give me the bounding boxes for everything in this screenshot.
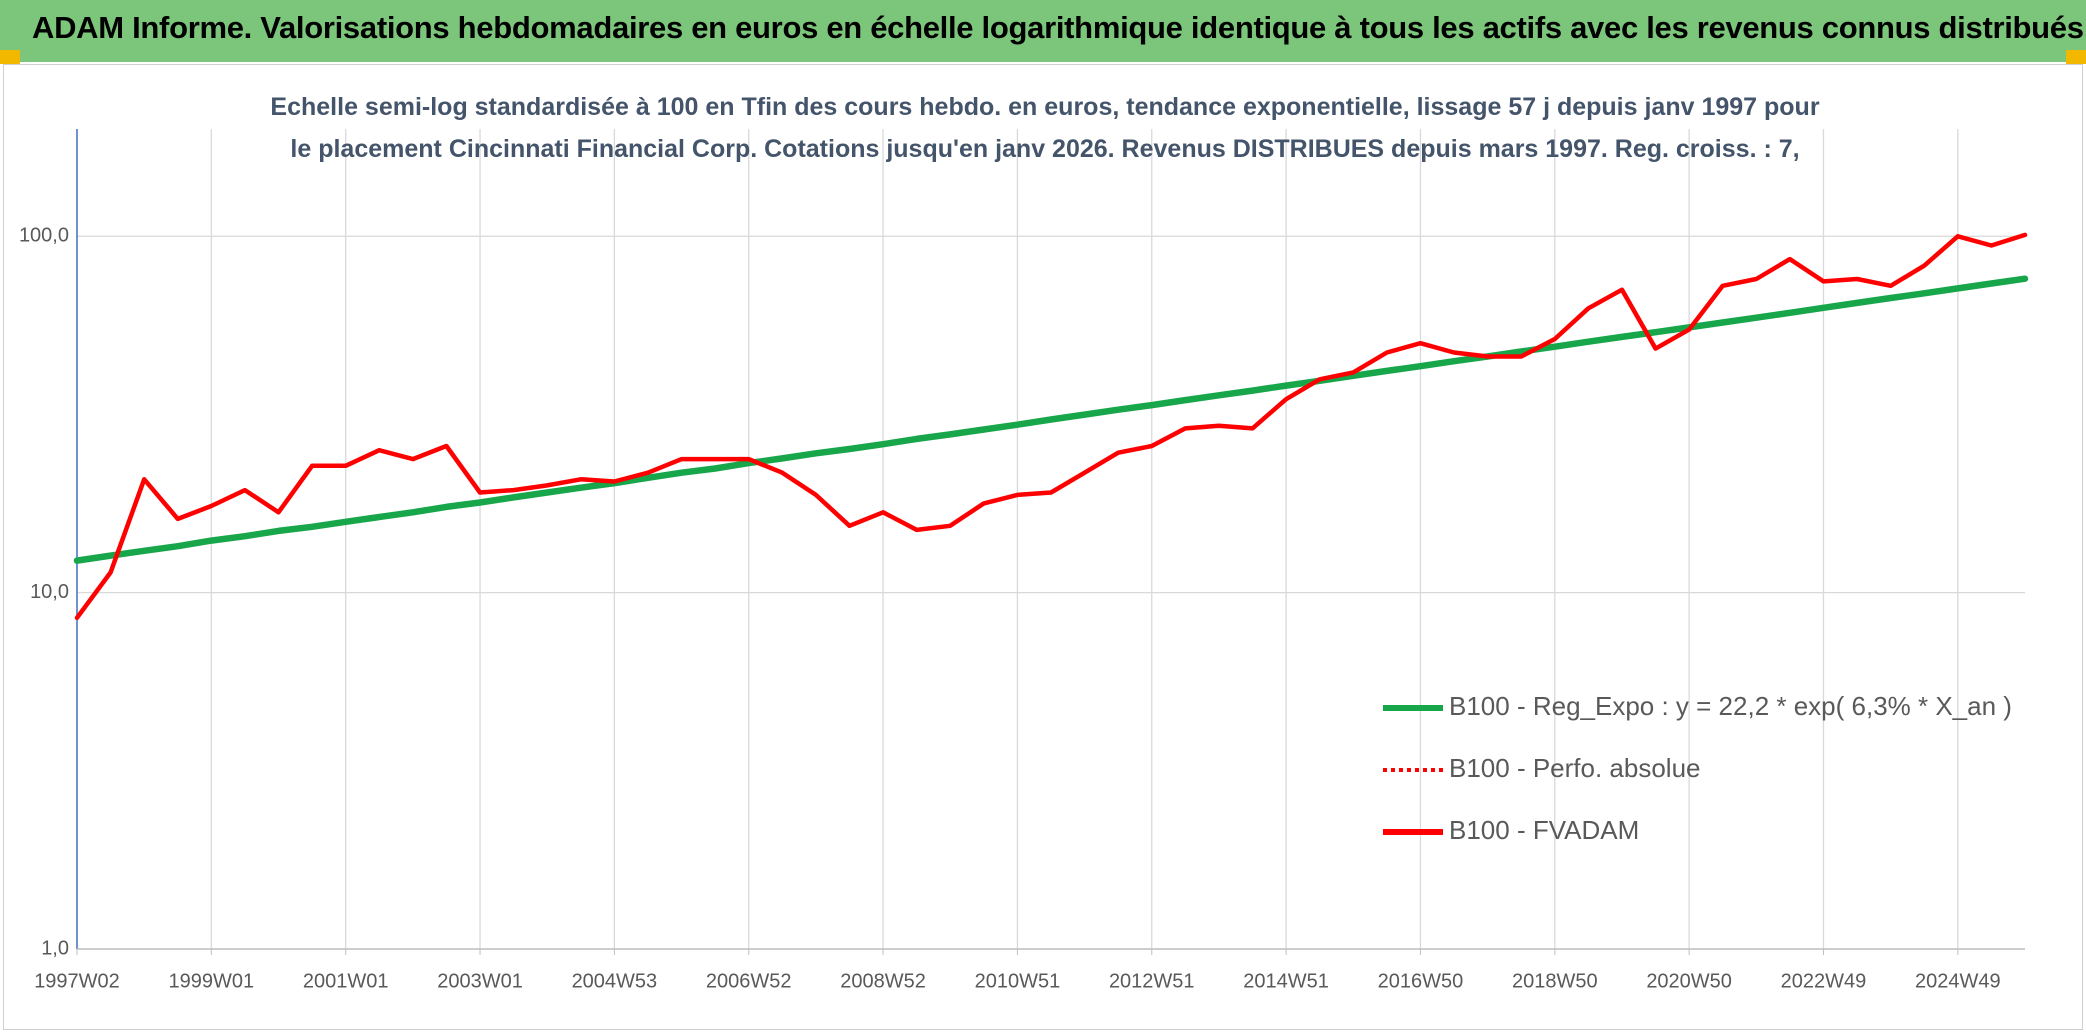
x-tick-label: 2018W50 [1512, 970, 1598, 992]
header-bar: ADAM Informe. Valorisations hebdomadaire… [0, 0, 2086, 62]
x-tick-label: 2014W51 [1243, 970, 1329, 992]
y-tick-label: 1,0 [41, 937, 69, 959]
series-line [73, 275, 2029, 564]
x-tick-label: 2008W52 [840, 970, 926, 992]
corner-mark [0, 50, 20, 64]
chart-subtitle: Echelle semi-log standardisée à 100 en T… [270, 93, 1820, 163]
x-tick-label: 2022W49 [1781, 970, 1867, 992]
legend-label: B100 - Perfo. absolue [1449, 753, 1701, 783]
x-tick-label: 2006W52 [706, 970, 792, 992]
series-line [74, 232, 2028, 621]
x-tick-label: 2012W51 [1109, 970, 1195, 992]
legend-label: B100 - Reg_Expo : y = 22,2 * exp( 6,3% *… [1449, 691, 2012, 721]
legend-label: B100 - FVADAM [1449, 815, 1639, 845]
x-tick-label: 2024W49 [1915, 970, 2001, 992]
x-tick-label: 2004W53 [572, 970, 658, 992]
header-title: ADAM Informe. Valorisations hebdomadaire… [32, 10, 2084, 45]
x-tick-label: 1999W01 [169, 970, 255, 992]
x-tick-label: 1997W02 [34, 970, 120, 992]
x-tick-label: 2003W01 [437, 970, 523, 992]
corner-mark [2066, 50, 2086, 64]
x-tick-label: 2016W50 [1378, 970, 1464, 992]
y-tick-label: 100,0 [19, 225, 69, 247]
x-tick-label: 2010W51 [975, 970, 1061, 992]
chart-frame [3, 64, 2083, 1030]
x-tick-label: 2001W01 [303, 970, 389, 992]
x-tick-label: 2020W50 [1646, 970, 1732, 992]
y-tick-label: 10,0 [30, 581, 69, 603]
